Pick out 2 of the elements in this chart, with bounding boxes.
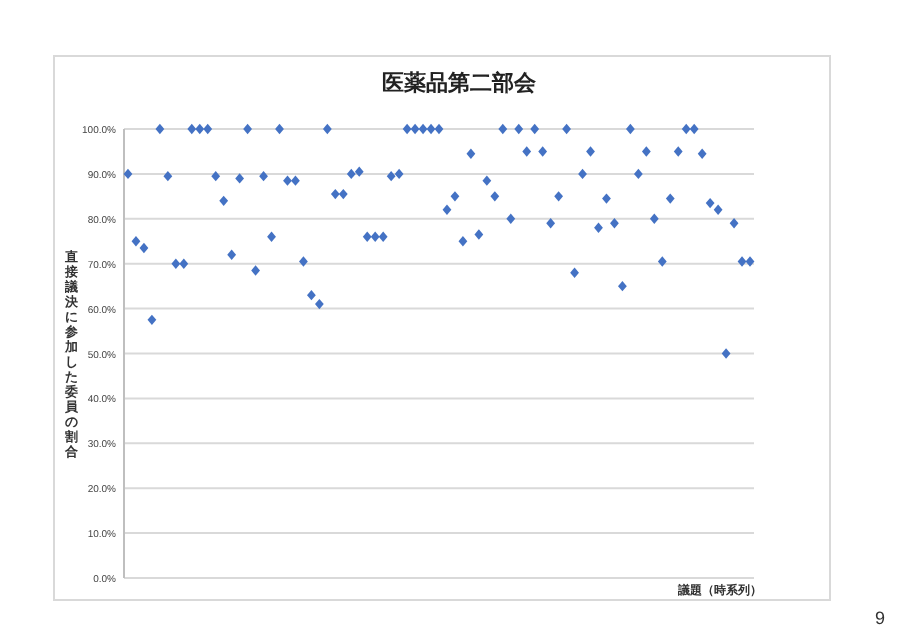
chart-title: 医薬品第二部会 xyxy=(382,70,538,96)
text: 9 xyxy=(874,608,886,628)
